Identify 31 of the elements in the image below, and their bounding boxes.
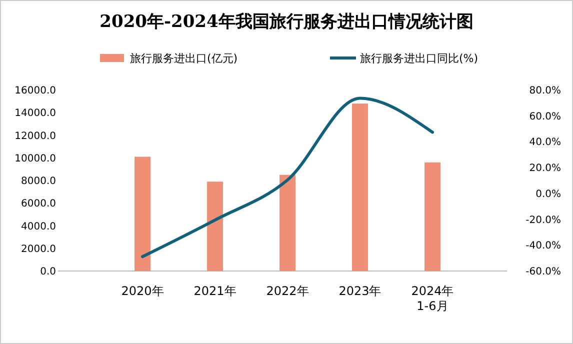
y-tick-label: 6000.0: [21, 198, 56, 210]
bar: [207, 182, 223, 271]
y2-tick-label: -60.0%: [526, 266, 561, 278]
y-tick-label: 14000.0: [14, 108, 56, 120]
x-tick-label: 2022年: [266, 284, 309, 298]
y-tick-label: 8000.0: [21, 176, 56, 187]
y2-tick-label: -20.0%: [526, 214, 561, 226]
y2-tick-label: 80.0%: [529, 86, 561, 96]
y2-tick-label: 40.0%: [529, 137, 561, 148]
y-tick-label: 10000.0: [14, 153, 56, 164]
y-tick-label: 4000.0: [21, 221, 56, 232]
bar: [424, 162, 440, 271]
y-tick-label: 2000.0: [21, 244, 56, 255]
y2-tick-label: 60.0%: [529, 111, 561, 122]
x-tick-label: 2020年: [121, 284, 164, 298]
bar: [280, 174, 296, 271]
y2-tick-label: -40.0%: [526, 240, 561, 252]
y-tick-label: 16000.0: [14, 86, 56, 96]
line-series: [141, 96, 434, 258]
x-tick-label: 2021年: [194, 284, 236, 298]
y-tick-label: 12000.0: [14, 130, 56, 142]
chart-title: 2020年-2024年我国旅行服务进出口情况统计图: [100, 12, 474, 32]
y2-tick-label: 0.0%: [536, 188, 561, 200]
bar: [352, 104, 368, 271]
x-tick-label: 2023年: [338, 284, 382, 298]
legend-label: 旅行服务进出口(亿元): [130, 52, 238, 65]
y-tick-label: 0.0: [40, 266, 56, 278]
legend-label: 旅行服务进出口同比(%): [360, 52, 478, 65]
x-tick-label: 2024年 1-6月: [411, 284, 454, 313]
bar: [134, 156, 150, 271]
y2-tick-label: 20.0%: [529, 163, 561, 174]
